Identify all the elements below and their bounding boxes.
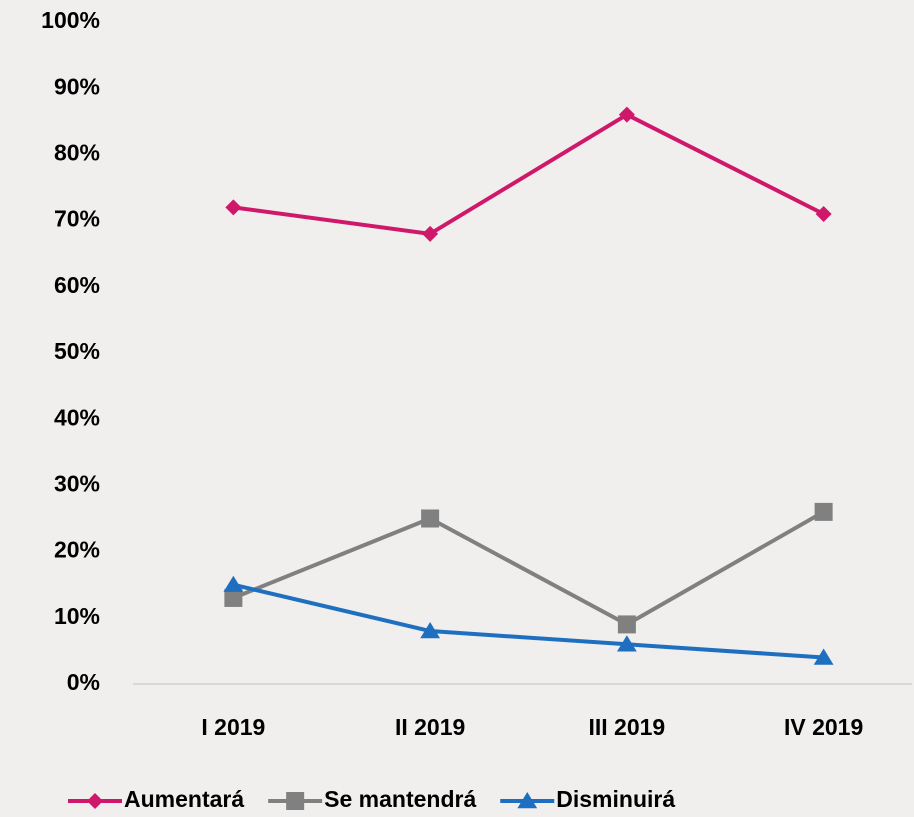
marker	[617, 615, 636, 634]
marker	[517, 792, 538, 809]
y-tick-label: 0%	[67, 669, 100, 695]
y-tick-label: 80%	[54, 139, 100, 165]
y-tick-label: 50%	[54, 338, 100, 364]
y-tick-label: 60%	[54, 272, 100, 298]
series-line	[232, 510, 825, 627]
marker	[616, 635, 637, 652]
series-line	[233, 112, 825, 236]
y-tick-label: 40%	[54, 404, 100, 430]
y-tick-label: 10%	[54, 603, 100, 629]
legend-label: Aumentará	[124, 786, 244, 812]
marker	[225, 199, 242, 216]
legend-label: Se mantendrá	[324, 786, 476, 812]
legend-label: Disminuirá	[556, 786, 675, 812]
marker	[421, 509, 440, 528]
marker	[814, 502, 833, 521]
x-tick-label: IV 2019	[784, 714, 863, 740]
marker	[286, 792, 305, 810]
y-tick-label: 30%	[54, 470, 100, 496]
marker	[420, 622, 441, 639]
marker	[87, 793, 103, 809]
marker	[813, 648, 834, 665]
x-tick-label: II 2019	[395, 714, 465, 740]
y-tick-label: 20%	[54, 537, 100, 563]
y-tick-label: 100%	[41, 7, 100, 33]
y-tick-label: 90%	[54, 73, 100, 99]
marker	[618, 106, 635, 123]
series-line	[232, 582, 824, 660]
x-tick-label: I 2019	[201, 714, 265, 740]
marker	[224, 588, 243, 607]
y-tick-label: 70%	[54, 206, 100, 232]
marker	[223, 575, 244, 592]
x-tick-label: III 2019	[589, 714, 666, 740]
marker	[422, 225, 439, 242]
marker	[815, 205, 832, 222]
